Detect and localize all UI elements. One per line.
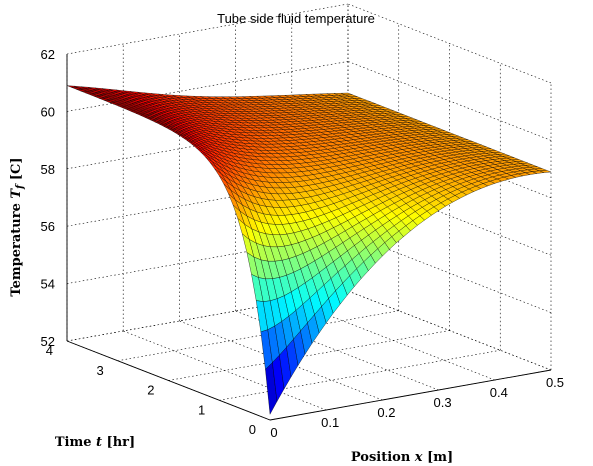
z-axis-label: Temperature Tf [C] (9, 157, 26, 296)
x-tick-label: 0.5 (546, 375, 564, 390)
x-tick-label: 0 (270, 425, 277, 440)
axes-grid (66, 3, 552, 421)
x-axis-line (269, 369, 552, 421)
z-tick-label: 58 (41, 162, 55, 177)
x-axis-label: Position x [m] (351, 450, 453, 465)
grid-line (117, 310, 399, 362)
y-axis-label: Time t [hr] (55, 435, 135, 450)
grid-line (347, 175, 552, 256)
grid-line (347, 3, 552, 84)
x-tick-label: 0.2 (377, 405, 395, 420)
x-tick-label: 0.4 (490, 385, 508, 400)
y-tick-label: 0 (249, 422, 256, 437)
y-tick-label: 1 (198, 402, 205, 417)
x-tick-label: 0.1 (321, 415, 339, 430)
z-tick-label: 54 (41, 277, 55, 292)
grid-line (219, 349, 501, 401)
grid-line (347, 233, 552, 313)
axis-ticks: 0 0.1 0.2 0.3 0.4 0.5 0 1 2 3 452 54 56 58 60 62 (41, 47, 565, 440)
z-tick-label: 60 (41, 104, 55, 119)
grid-line (235, 310, 439, 391)
surface-mesh (66, 85, 552, 415)
chart-title: Tube side fluid temperature (217, 11, 375, 26)
z-tick-label: 56 (41, 219, 55, 234)
y-tick-label: 4 (46, 343, 53, 358)
z-tick-label: 62 (41, 47, 55, 62)
surface-cell (539, 170, 552, 173)
y-axis-line (66, 340, 271, 421)
y-tick-label: 3 (97, 363, 104, 378)
y-tick-label: 2 (147, 383, 154, 398)
grid-line (347, 61, 552, 141)
z-tick-label: 52 (41, 334, 55, 349)
x-tick-label: 0.3 (434, 395, 452, 410)
